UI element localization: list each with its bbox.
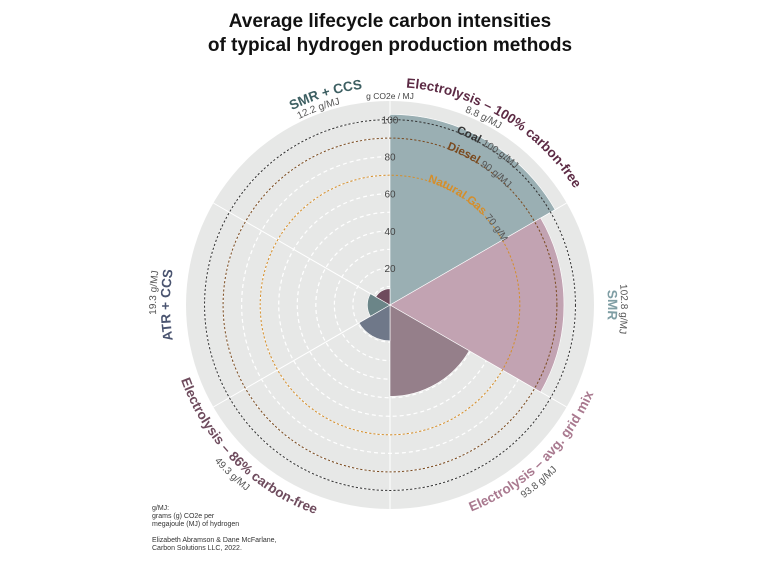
wedge-atr-ccs — [358, 304, 391, 342]
category-label-atr-ccs: ATR + CCS — [158, 268, 176, 342]
wedge-electrolysis-86-carbon-free — [389, 304, 470, 397]
reference-ring-coal — [204, 119, 576, 491]
reference-ring-natural-gas — [259, 174, 521, 436]
tick-label: 80 — [384, 153, 396, 164]
tick-label: 60 — [384, 190, 396, 201]
reference-ring-diesel — [222, 137, 558, 473]
chart-title-line-2: of typical hydrogen production methods — [208, 35, 572, 56]
credit-line-1: Elizabeth Abramson & Dane McFarlane, — [152, 537, 277, 544]
wedge-smr — [389, 114, 556, 306]
tick-label: 20 — [384, 264, 396, 275]
credit-line-2: Carbon Solutions LLC, 2022. — [152, 545, 242, 552]
tick-label: 40 — [384, 227, 396, 238]
category-label-smr: SMR — [605, 289, 620, 320]
units-note-line-1: g/MJ: — [152, 505, 169, 512]
unit-label: g CO2e / MJ — [366, 91, 414, 101]
chart-title-line-1: Average lifecycle carbon intensities — [229, 11, 551, 32]
tick-label: 100 — [382, 116, 399, 127]
units-note-line-3: megajoule (MJ) of hydrogen — [152, 521, 239, 528]
wedge-smr-ccs — [367, 293, 391, 317]
wedge-electrolysis-100-carbon-free — [375, 288, 391, 306]
radial-axis: 20 40 60 80 100 — [382, 116, 399, 275]
wedge-electrolysis-avg-grid-mix — [389, 217, 565, 393]
wedges — [358, 114, 565, 397]
category-value-smr: 102.8 g/MJ — [616, 284, 629, 335]
sector-divider — [213, 202, 391, 306]
units-note-line-2: grams (g) CO2e per — [152, 513, 215, 520]
reference-lines — [204, 119, 576, 491]
